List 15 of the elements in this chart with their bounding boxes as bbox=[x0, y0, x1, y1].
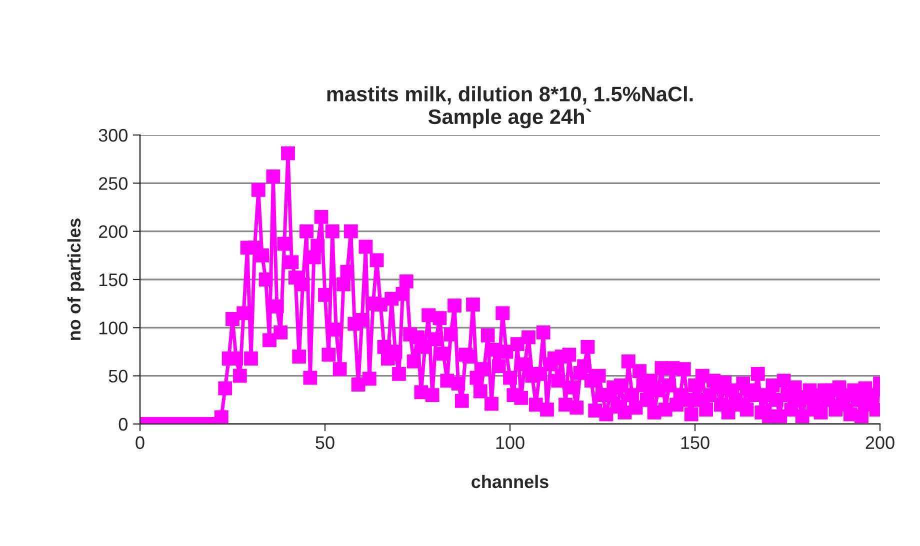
y-tick-label: 50 bbox=[108, 370, 128, 383]
x-tick-label: 50 bbox=[316, 436, 334, 450]
x-tick-label: 150 bbox=[681, 436, 710, 450]
x-tick-label: 0 bbox=[136, 436, 144, 450]
x-axis-title: channels bbox=[472, 474, 548, 488]
chart-title: mastits milk, dilution 8*10, 1.5%NaCl. Sample age 24h` bbox=[327, 86, 693, 128]
y-tick-label: 150 bbox=[99, 273, 128, 286]
y-tick-label: 100 bbox=[99, 322, 128, 334]
y-tick-label: 300 bbox=[98, 128, 128, 142]
x-tick-label: 100 bbox=[496, 436, 524, 450]
y-axis-title: no of particles bbox=[67, 218, 84, 340]
y-tick-label: 250 bbox=[98, 177, 128, 190]
x-tick-label: 200 bbox=[866, 436, 894, 450]
y-tick-label: 0 bbox=[118, 418, 128, 431]
y-tick-label: 200 bbox=[98, 225, 128, 238]
